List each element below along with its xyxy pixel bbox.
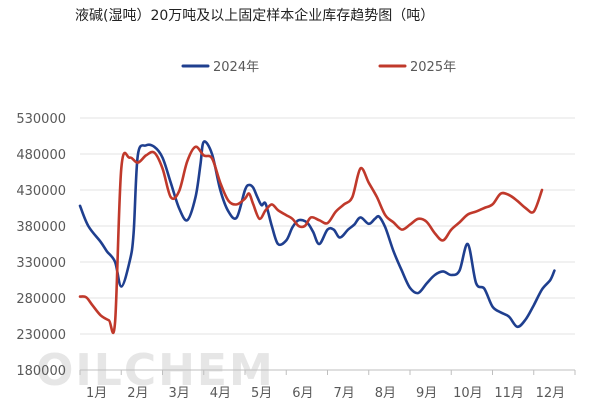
x-tick-label: 2月 <box>127 386 148 401</box>
x-tick-label: 12月 <box>536 386 566 401</box>
y-tick-label: 280000 <box>16 292 66 307</box>
y-tick-label: 430000 <box>16 184 66 199</box>
x-tick-label: 3月 <box>168 386 189 401</box>
y-tick-label: 230000 <box>16 328 66 343</box>
x-tick-label: 7月 <box>333 386 354 401</box>
x-tick-label: 8月 <box>375 386 396 401</box>
y-tick-label: 180000 <box>16 364 66 379</box>
y-axis: 530000 480000 430000 380000 330000 280000 2300… <box>16 112 66 379</box>
x-tick-label: 1月 <box>86 386 107 401</box>
chart-title: 液碱(湿吨）20万吨及以上固定样本企业库存趋势图（吨） <box>75 7 434 24</box>
legend-label-2024: 2024年 <box>213 60 259 75</box>
legend: 2024年 2025年 <box>183 60 456 75</box>
legend-label-2025: 2025年 <box>410 60 456 75</box>
x-tick-label: 5月 <box>251 386 272 401</box>
series-line-2024 <box>80 141 554 326</box>
series <box>80 141 554 332</box>
y-tick-label: 480000 <box>16 148 66 163</box>
x-tick-label: 10月 <box>453 386 483 401</box>
y-tick-label: 380000 <box>16 220 66 235</box>
y-tick-label: 330000 <box>16 256 66 271</box>
x-tick-label: 6月 <box>292 386 313 401</box>
x-tick-label: 11月 <box>494 386 524 401</box>
y-tick-label: 530000 <box>16 112 66 127</box>
series-line-2025 <box>80 147 542 333</box>
x-tick-label: 4月 <box>210 386 231 401</box>
x-tick-label: 9月 <box>416 386 437 401</box>
